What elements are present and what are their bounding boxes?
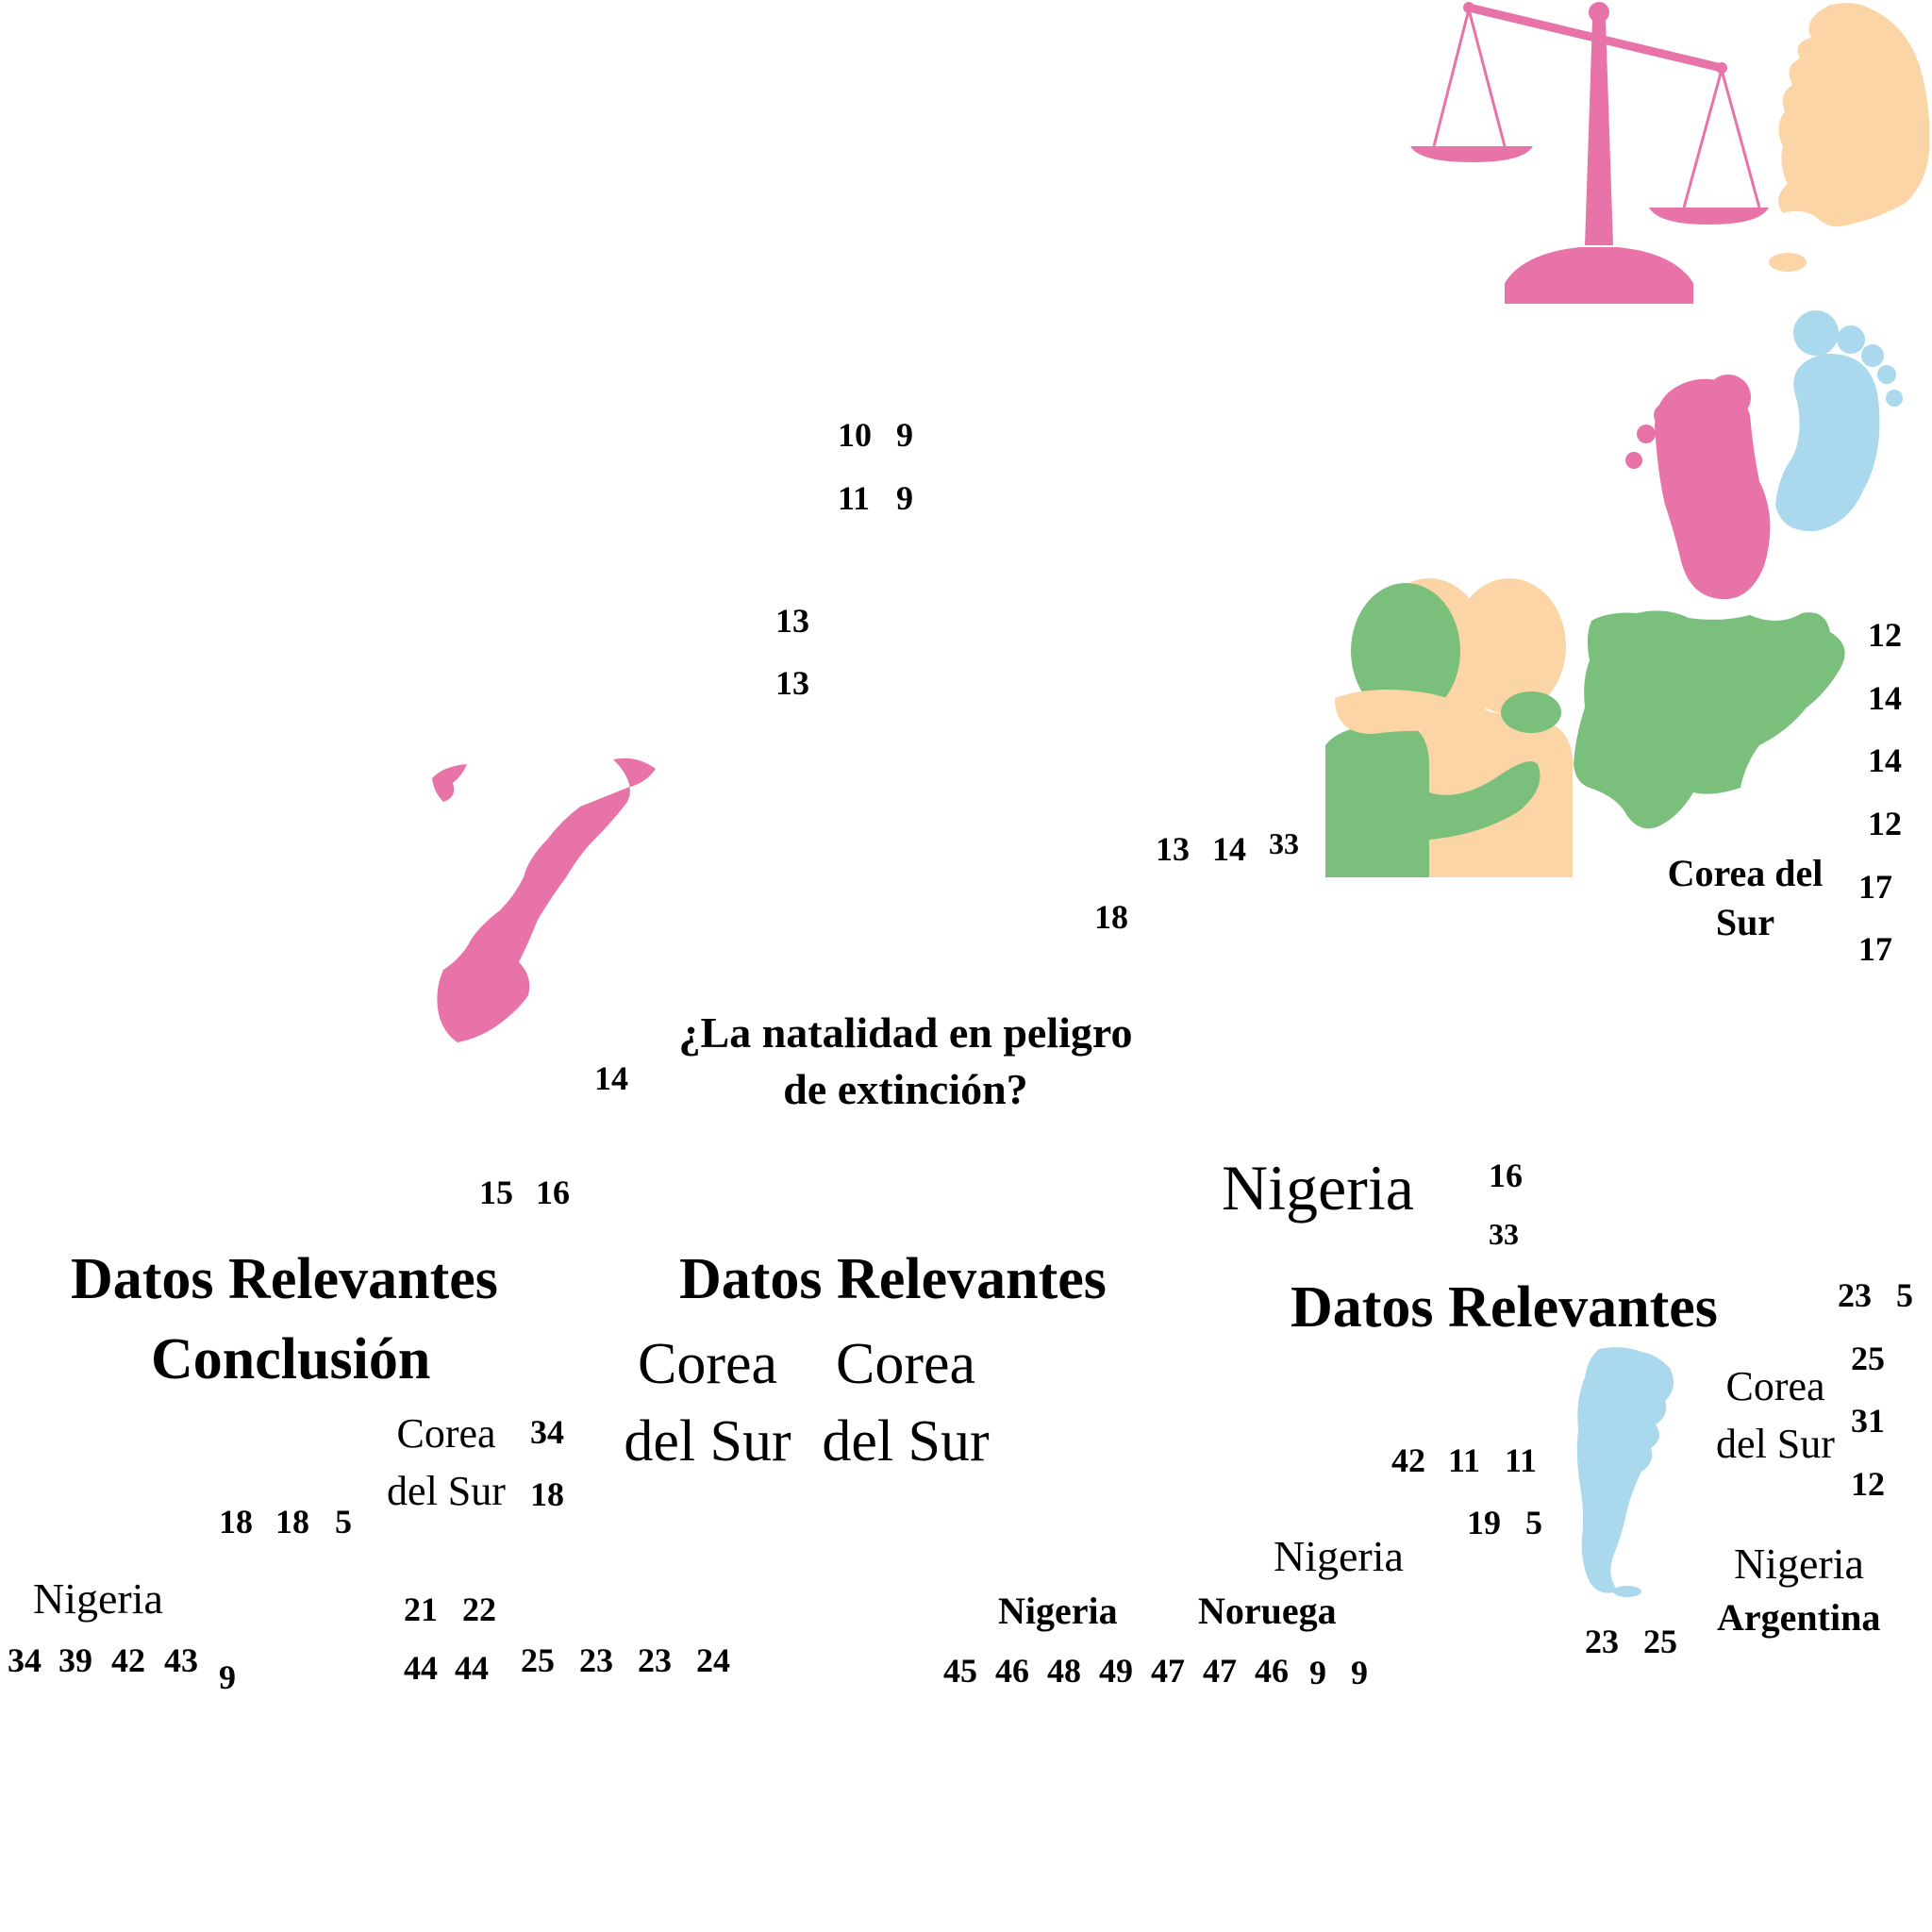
number: 9 [1309, 1654, 1326, 1691]
number: 23 [579, 1641, 613, 1679]
number: 10 [838, 416, 872, 454]
number: 45 [943, 1652, 977, 1690]
baby-feet-icon [1625, 310, 1903, 600]
number: 43 [164, 1641, 198, 1679]
number: 44 [455, 1649, 489, 1687]
number: 18 [219, 1503, 253, 1541]
number: 39 [58, 1641, 92, 1679]
heading-datos-middle: Datos Relevantes [679, 1247, 1107, 1311]
number: 16 [1489, 1157, 1523, 1194]
number: 13 [775, 664, 809, 702]
number: 9 [1351, 1654, 1368, 1691]
number: 23 [638, 1641, 672, 1679]
label-nigeria-big: Nigeria [1222, 1152, 1414, 1224]
number: 11 [838, 479, 871, 517]
number: 46 [1255, 1652, 1289, 1690]
number: 25 [1643, 1623, 1677, 1660]
number: 14 [594, 1059, 628, 1097]
number: 22 [462, 1591, 496, 1628]
label-corea-right: Corea del Sur [1716, 1363, 1835, 1467]
number: 5 [335, 1503, 352, 1541]
number: 12 [1868, 616, 1902, 654]
argentina-map-icon [1576, 1347, 1674, 1597]
number: 31 [1851, 1402, 1885, 1440]
number: 23 [1838, 1276, 1872, 1314]
label-nigeria-mid-right: Nigeria [1274, 1532, 1404, 1580]
hugging-people-icon [1325, 578, 1574, 877]
number: 11 [1448, 1441, 1481, 1479]
label-corea-top: Corea del Sur [1667, 852, 1824, 943]
number: 33 [1269, 826, 1299, 860]
number: 18 [530, 1475, 564, 1513]
page-title: ¿La natalidad en peligro de extinción? [678, 1008, 1133, 1113]
number: 13 [775, 602, 809, 640]
number: 19 [1467, 1504, 1501, 1541]
number: 18 [275, 1503, 309, 1541]
number: 44 [404, 1649, 438, 1687]
heading-conclusion: Conclusión [151, 1327, 431, 1391]
nigeria-map-icon [1574, 610, 1845, 829]
number: 48 [1047, 1652, 1081, 1690]
number: 49 [1099, 1652, 1133, 1690]
label-nigeria-right: Nigeria [1734, 1540, 1864, 1588]
number: 14 [1868, 679, 1902, 717]
number: 25 [521, 1641, 555, 1679]
number: 11 [1505, 1441, 1538, 1479]
number: 24 [696, 1641, 730, 1679]
number: 14 [1212, 830, 1246, 868]
label-corea-left: Corea del Sur [387, 1410, 506, 1514]
number: 16 [536, 1174, 570, 1211]
number: 34 [8, 1641, 42, 1679]
label-nigeria-left: Nigeria [33, 1574, 163, 1623]
number: 25 [1851, 1340, 1885, 1377]
label-corea-big-b: Corea del Sur [822, 1332, 990, 1474]
heading-datos-left: Datos Relevantes [71, 1247, 498, 1311]
number: 5 [1525, 1504, 1542, 1541]
number: 46 [995, 1652, 1029, 1690]
heading-datos-right: Datos Relevantes [1291, 1275, 1718, 1340]
number: 47 [1203, 1652, 1237, 1690]
number: 47 [1151, 1652, 1185, 1690]
number: 13 [1156, 830, 1190, 868]
number: 9 [219, 1658, 236, 1696]
number: 33 [1489, 1217, 1519, 1251]
label-argentina: Argentina [1717, 1596, 1881, 1639]
number: 42 [111, 1641, 145, 1679]
number: 17 [1858, 868, 1892, 906]
number: 5 [1896, 1276, 1913, 1314]
number: 42 [1391, 1441, 1425, 1479]
scales-icon [1410, 2, 1769, 304]
label-corea-big-a: Corea del Sur [624, 1332, 791, 1474]
number: 18 [1094, 898, 1128, 936]
number: 23 [1585, 1623, 1619, 1660]
number: 12 [1868, 805, 1902, 842]
number: 9 [896, 479, 913, 517]
number: 9 [896, 416, 913, 454]
number: 15 [479, 1174, 513, 1211]
south-korea-map-icon [1769, 3, 1930, 272]
number: 14 [1868, 741, 1902, 779]
number: 21 [404, 1591, 438, 1628]
number: 34 [530, 1413, 564, 1451]
label-noruega-bottom: Noruega [1198, 1590, 1337, 1632]
number: 12 [1851, 1465, 1885, 1503]
norway-map-icon [432, 758, 656, 1042]
label-nigeria-bottom: Nigeria [998, 1590, 1118, 1632]
number: 17 [1858, 930, 1892, 968]
